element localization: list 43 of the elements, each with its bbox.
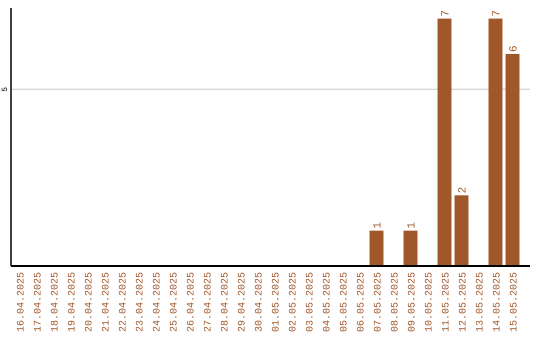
x-tick-label: 10.05.2025 (424, 272, 436, 332)
data-label: 7 (492, 10, 504, 17)
x-tick-label: 07.05.2025 (374, 272, 384, 332)
x-tick-label: 15.05.2025 (510, 272, 520, 332)
x-tick-label: 12.05.2025 (458, 272, 470, 332)
x-tick-label: 02.05.2025 (288, 272, 300, 332)
x-tick-label: 03.05.2025 (306, 272, 316, 332)
bar (488, 18, 502, 266)
x-tick-label: 05.05.2025 (340, 272, 350, 332)
x-tick-label: 01.05.2025 (272, 272, 282, 332)
bar (404, 230, 418, 266)
x-tick-label: 17.04.2025 (34, 272, 44, 332)
x-tick-label: 16.04.2025 (16, 272, 28, 332)
x-tick-label: 18.04.2025 (50, 272, 62, 332)
bar (438, 18, 452, 266)
x-tick-label: 08.05.2025 (390, 272, 402, 332)
x-tick-label: 30.04.2025 (254, 272, 266, 332)
x-tick-label: 11.05.2025 (442, 272, 452, 332)
x-tick-label: 25.04.2025 (170, 272, 180, 332)
y-tick-label: 5 (1, 86, 10, 92)
x-tick-label: 20.04.2025 (84, 272, 96, 332)
data-label: 1 (406, 222, 418, 229)
data-label: 2 (458, 186, 470, 194)
x-tick-label: 19.04.2025 (68, 272, 78, 332)
bar (454, 195, 468, 266)
data-label: 6 (508, 45, 520, 52)
x-tick-label: 13.05.2025 (476, 272, 486, 332)
x-tick-label: 29.04.2025 (238, 272, 248, 332)
x-tick-label: 06.05.2025 (356, 272, 368, 332)
x-tick-label: 24.04.2025 (152, 272, 164, 332)
bar (506, 54, 520, 266)
data-label: 7 (440, 10, 452, 17)
x-tick-label: 04.05.2025 (322, 272, 334, 332)
x-tick-label: 21.04.2025 (102, 272, 112, 332)
x-tick-label: 27.04.2025 (204, 272, 214, 332)
x-tick-label: 23.04.2025 (136, 272, 146, 332)
bar (370, 230, 384, 266)
data-label: 1 (372, 222, 384, 229)
x-tick-label: 26.04.2025 (186, 272, 198, 332)
x-tick-label: 09.05.2025 (408, 272, 418, 332)
x-tick-label: 28.04.2025 (220, 272, 232, 332)
x-tick-label: 14.05.2025 (492, 272, 504, 332)
x-tick-label: 22.04.2025 (118, 272, 130, 332)
